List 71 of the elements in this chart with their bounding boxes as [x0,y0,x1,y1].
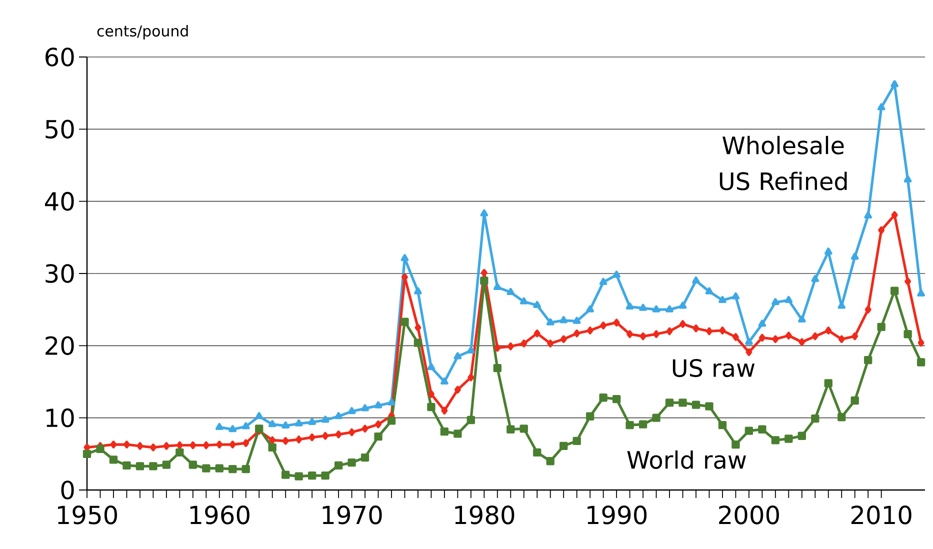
point [334,412,342,420]
x-tick-label: 1950 [58,506,118,524]
point [454,352,462,360]
y-tick-label: 10 [46,408,74,428]
x-tick-label: 2000 [719,506,779,524]
point [718,296,726,303]
point [612,270,620,278]
x-tick-label: 1960 [190,506,250,524]
y-tick-label: 20 [46,336,74,356]
point [917,289,925,296]
point [732,292,740,300]
point [294,419,303,426]
point [652,305,660,312]
point [268,420,276,428]
point [467,346,475,354]
point [255,412,263,420]
point [228,425,237,432]
series-label: World raw [627,450,746,469]
point [400,254,409,262]
series-label: Wholesale US Refined [720,136,847,190]
point [374,401,382,408]
point [626,302,634,310]
point [494,282,502,290]
point [242,422,250,430]
point [321,416,330,423]
point [758,320,766,327]
y-tick-label: 30 [46,264,74,283]
point [772,298,780,306]
point [890,80,898,88]
point [348,407,356,414]
y-tick-label: 50 [46,120,74,139]
y-axis-title: cents/pound [97,25,188,40]
point [798,315,806,322]
point [506,288,515,296]
point [440,377,448,385]
point [811,274,820,282]
point [308,418,316,425]
point [864,211,872,219]
point [216,422,224,430]
x-tick-label: 1980 [455,506,514,524]
point [586,305,594,312]
point [678,302,687,309]
x-tick-label: 1970 [322,506,382,524]
point [546,318,554,326]
point [639,304,647,311]
point [692,276,700,284]
point [520,297,528,304]
y-tick-label: 40 [45,192,74,211]
y-tick-label: 0 [61,480,74,500]
point [427,363,436,370]
point [666,305,674,312]
point [745,338,753,345]
x-tick-label: 2010 [851,506,912,524]
point [877,103,886,110]
point [388,398,396,406]
point [784,296,793,303]
point [533,300,541,308]
point [850,252,859,260]
point [599,278,608,285]
point [824,248,832,255]
point [480,209,488,216]
point [904,175,912,182]
series-label: US raw [672,358,755,378]
y-tick-label: 60 [46,48,74,66]
point [282,421,290,429]
point [414,287,422,294]
x-tick-label: 1990 [588,506,647,524]
point [705,287,714,294]
point [572,316,581,324]
point [560,316,568,324]
point [361,404,369,412]
